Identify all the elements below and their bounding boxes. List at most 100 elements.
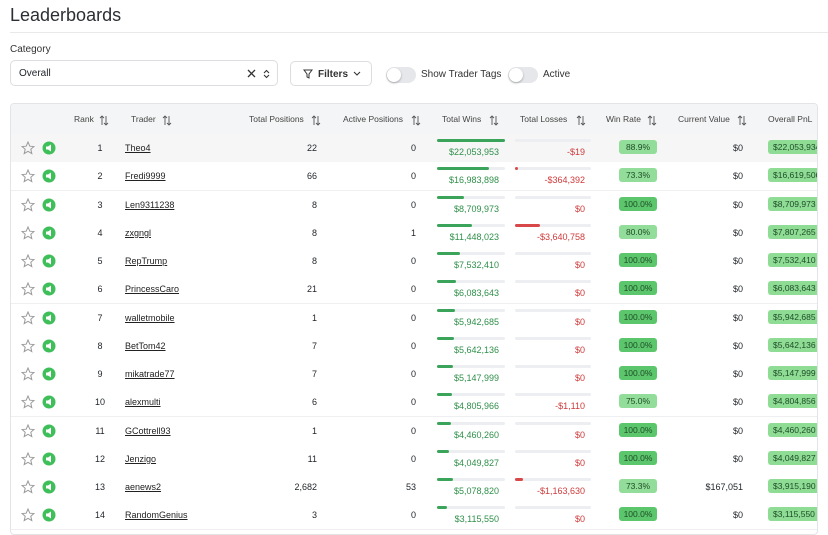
- active-positions: 0: [356, 200, 416, 210]
- sort-icon[interactable]: [311, 113, 321, 124]
- trader-link[interactable]: RandomGenius: [125, 510, 188, 520]
- sort-icon[interactable]: [576, 113, 586, 124]
- sort-icon[interactable]: [99, 113, 109, 124]
- notify-icon[interactable]: [42, 424, 56, 438]
- trader-link[interactable]: Theo4: [125, 143, 151, 153]
- pnl-badge: $7,532,410: [768, 253, 818, 267]
- column-header: Rank: [74, 114, 94, 124]
- notify-icon[interactable]: [42, 311, 56, 325]
- table-row[interactable]: 2Fredi9999660$16,983,898-$364,39273.3%$0…: [11, 162, 818, 191]
- table-row[interactable]: 11GCottrell9310$4,460,260$0100.0%$0$4,46…: [11, 417, 818, 446]
- favorite-star[interactable]: [21, 254, 35, 268]
- table-row[interactable]: 5RepTrump80$7,532,410$0100.0%$0$7,532,41…: [11, 247, 818, 276]
- column-header: Total Losses: [520, 114, 567, 124]
- pnl-badge: $7,807,265: [768, 225, 818, 239]
- trader-link[interactable]: PrincessCaro: [125, 284, 179, 294]
- table-header: RankTraderTotal PositionsActive Position…: [11, 104, 818, 135]
- favorite-star[interactable]: [21, 395, 35, 409]
- favorite-star[interactable]: [21, 226, 35, 240]
- table-row[interactable]: 6PrincessCaro210$6,083,643$0100.0%$0$6,0…: [11, 275, 818, 304]
- total-positions: 66: [257, 171, 317, 181]
- notify-icon[interactable]: [42, 339, 56, 353]
- notify-icon[interactable]: [42, 395, 56, 409]
- favorite-star[interactable]: [21, 452, 35, 466]
- table-row[interactable]: 13aenews22,68253$5,078,820-$1,163,63073.…: [11, 473, 818, 502]
- table-row[interactable]: 8BetTom4270$5,642,136$0100.0%$0$5,642,13…: [11, 332, 818, 361]
- trader-link[interactable]: zxgngl: [125, 228, 151, 238]
- trader-link[interactable]: walletmobile: [125, 313, 175, 323]
- sort-icon[interactable]: [411, 113, 421, 124]
- table-row[interactable]: 4zxgngl81$11,448,023-$3,640,75880.0%$0$7…: [11, 219, 818, 248]
- total-positions: 1: [257, 426, 317, 436]
- favorite-star[interactable]: [21, 141, 35, 155]
- category-select[interactable]: Overall: [10, 60, 278, 86]
- total-positions: 22: [257, 143, 317, 153]
- notify-icon[interactable]: [42, 508, 56, 522]
- notify-icon[interactable]: [42, 480, 56, 494]
- sort-icon[interactable]: [162, 113, 172, 124]
- sort-icon[interactable]: [489, 113, 499, 124]
- notify-icon[interactable]: [42, 254, 56, 268]
- total-positions: 8: [257, 200, 317, 210]
- notify-icon[interactable]: [42, 141, 56, 155]
- trader-link[interactable]: Jenzigo: [125, 454, 156, 464]
- table-row[interactable]: 1Theo4220$22,053,953-$1988.9%$0$22,053,9…: [11, 134, 818, 163]
- losses-bar-bg: [515, 393, 591, 396]
- favorite-star[interactable]: [21, 198, 35, 212]
- notify-icon[interactable]: [42, 226, 56, 240]
- notify-icon[interactable]: [42, 367, 56, 381]
- favorite-star[interactable]: [21, 367, 35, 381]
- active-positions: 0: [356, 284, 416, 294]
- table-row[interactable]: 3Len931123880$8,709,973$0100.0%$0$8,709,…: [11, 191, 818, 220]
- column-header: Current Value: [678, 114, 730, 124]
- trader-link[interactable]: Len9311238: [125, 200, 174, 210]
- trader-link[interactable]: BetTom42: [125, 341, 166, 351]
- favorite-star[interactable]: [21, 169, 35, 183]
- total-wins: $11,448,023: [429, 232, 499, 242]
- pnl-badge: $8,709,973: [768, 197, 818, 211]
- table-row[interactable]: 9mikatrade7770$5,147,999$0100.0%$0$5,147…: [11, 360, 818, 389]
- notify-icon[interactable]: [42, 282, 56, 296]
- trader-link[interactable]: RepTrump: [125, 256, 167, 266]
- total-losses: $0: [505, 430, 585, 440]
- column-header: Trader: [131, 114, 156, 124]
- trader-link[interactable]: alexmulti: [125, 397, 161, 407]
- active-positions: 53: [356, 482, 416, 492]
- favorite-star[interactable]: [21, 282, 35, 296]
- favorite-star[interactable]: [21, 339, 35, 353]
- sort-icon[interactable]: [647, 113, 657, 124]
- favorite-star[interactable]: [21, 508, 35, 522]
- rank: 10: [85, 397, 115, 407]
- total-losses: -$1,163,630: [505, 486, 585, 496]
- current-value: $0: [683, 171, 743, 181]
- total-wins: $5,147,999: [429, 373, 499, 383]
- trader-link[interactable]: mikatrade77: [125, 369, 175, 379]
- trader-link[interactable]: Fredi9999: [125, 171, 166, 181]
- favorite-star[interactable]: [21, 480, 35, 494]
- toggle-trader-tags[interactable]: [386, 67, 416, 83]
- table-row[interactable]: 14RandomGenius30$3,115,550$0100.0%$0$3,1…: [11, 501, 818, 530]
- sort-icon[interactable]: [737, 113, 747, 124]
- win-rate-badge: 100.0%: [619, 366, 657, 380]
- total-losses: -$19: [505, 147, 585, 157]
- total-losses: $0: [505, 288, 585, 298]
- table-row[interactable]: 10alexmulti60$4,805,966-$1,11075.0%$0$4,…: [11, 388, 818, 417]
- toggle-active[interactable]: [508, 67, 538, 83]
- notify-icon[interactable]: [42, 198, 56, 212]
- favorite-star[interactable]: [21, 424, 35, 438]
- filters-button[interactable]: Filters: [290, 61, 372, 86]
- wins-bar: [437, 365, 453, 368]
- notify-icon[interactable]: [42, 452, 56, 466]
- trader-link[interactable]: GCottrell93: [125, 426, 171, 436]
- table-row[interactable]: 12Jenzigo110$4,049,827$0100.0%$0$4,049,8…: [11, 445, 818, 474]
- total-losses: $0: [505, 317, 585, 327]
- total-wins: $16,983,898: [429, 175, 499, 185]
- table-row[interactable]: 7walletmobile10$5,942,685$0100.0%$0$5,94…: [11, 304, 818, 333]
- favorite-star[interactable]: [21, 311, 35, 325]
- win-rate-badge: 100.0%: [619, 281, 657, 295]
- notify-icon[interactable]: [42, 169, 56, 183]
- column-header: Total Wins: [442, 114, 481, 124]
- active-positions: 0: [356, 143, 416, 153]
- losses-bar-bg: [515, 167, 591, 170]
- trader-link[interactable]: aenews2: [125, 482, 161, 492]
